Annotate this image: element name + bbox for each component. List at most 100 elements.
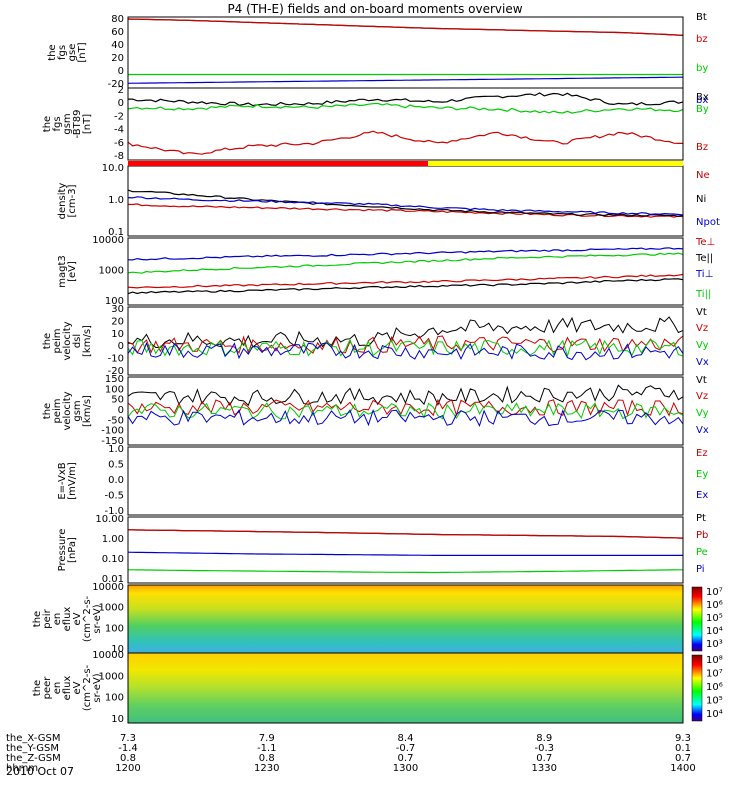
- mode-bar-red: [128, 161, 428, 166]
- x-row-value: 1200: [115, 763, 140, 774]
- y-tick-label: 100: [105, 623, 124, 634]
- y-tick-label: -20: [108, 79, 124, 90]
- y-axis-label-line: eflux: [62, 676, 73, 701]
- legend-label: Vt: [696, 375, 707, 386]
- y-axis-label-line: density: [57, 183, 68, 220]
- y-tick-label: 10000: [92, 650, 124, 661]
- y-tick-label: 20: [111, 316, 124, 327]
- y-axis-label-line: E=-VxB: [57, 462, 68, 499]
- series-line-bx: [127, 76, 683, 84]
- legend-label: Ti||: [695, 289, 711, 300]
- colorbar-tick-label: 10⁷: [706, 669, 723, 680]
- y-tick-label: 0.0: [108, 475, 124, 486]
- y-tick-label: 1000: [99, 266, 124, 277]
- y-tick-label: 10.0: [102, 163, 124, 174]
- panel-frame: [127, 446, 684, 516]
- y-axis-label-line: the: [42, 333, 53, 349]
- y-axis-label-line: fgs: [52, 116, 63, 131]
- y-axis-label-line: [km/s]: [82, 395, 93, 427]
- series-line-Vt: [127, 316, 684, 348]
- series-line-Pb: [128, 529, 684, 539]
- legend-label: Vx: [696, 425, 709, 436]
- colorbar-tick-label: 10⁴: [706, 626, 723, 637]
- y-axis-label: thefgsgsm-BT89[nT]: [42, 110, 93, 139]
- series-line-Te⊥: [127, 273, 684, 289]
- y-axis-label: density[cm-3]: [57, 183, 78, 220]
- y-tick-label: 0: [118, 405, 124, 416]
- panel-frame: [127, 306, 684, 376]
- y-tick-label: 20: [111, 53, 124, 64]
- colorbar-tick-label: 10⁷: [706, 587, 723, 598]
- legend-label: Ne: [696, 170, 710, 181]
- y-axis-label-line: en: [52, 682, 63, 695]
- legend-label: by: [696, 63, 708, 74]
- y-axis-label-line: gsm: [62, 113, 73, 134]
- series-line-Pe: [128, 569, 683, 574]
- series-line-Ne: [127, 203, 684, 218]
- y-tick-label: 1000: [99, 603, 124, 614]
- series-line-Bz: [127, 130, 683, 155]
- y-axis-label-line: eV: [72, 612, 83, 625]
- panel-frame: [127, 237, 684, 306]
- y-tick-label: 100: [105, 384, 124, 395]
- y-axis-label: magt3[eV]: [57, 255, 78, 288]
- y-axis-label-line: eflux: [62, 607, 73, 632]
- y-tick-label: 30: [111, 304, 124, 315]
- panel-frame: [127, 376, 684, 446]
- y-tick-label: -6: [114, 138, 124, 149]
- y-tick-label: -100: [101, 426, 124, 437]
- legend-label: Vy: [696, 340, 709, 351]
- legend-label: Ti⊥: [695, 269, 713, 280]
- x-row-value: 1330: [532, 763, 557, 774]
- y-axis-label: thepeerenefluxeV(cm^2-s-sr-eV): [32, 664, 103, 711]
- y-axis-label-line: the: [32, 680, 43, 696]
- series-line-Vx: [127, 341, 684, 361]
- x-row-value: -0.3: [534, 743, 554, 754]
- panel-frame: [127, 87, 684, 161]
- panel-frame: [127, 516, 684, 584]
- y-tick-label: 1000: [99, 671, 124, 682]
- y-axis-label-line: sr-eV): [92, 604, 103, 633]
- colorbar-tick-label: 10⁶: [706, 600, 723, 611]
- colorbar-tick-label: 10⁸: [706, 655, 723, 666]
- panel-10: 10⁸ 10⁷ 10⁶ 10⁵ 10⁴ 10000 1000 100 10 thepeerenef…: [32, 650, 723, 725]
- x-row-value: 7.9: [259, 733, 275, 744]
- colorbar-tick-label: 10⁵: [706, 613, 723, 624]
- x-row-label: the_Y-GSM: [6, 743, 59, 754]
- legend-label: Ex: [696, 490, 708, 501]
- y-axis-label-line: gse: [67, 44, 78, 62]
- legend-label: Pi: [696, 564, 705, 575]
- legend-label: Ni: [696, 194, 706, 205]
- legend-label: Te||: [695, 253, 713, 264]
- legend-label: Bx: [696, 92, 709, 103]
- x-row-label: the_Z-GSM: [6, 753, 61, 764]
- y-tick-label: -20: [108, 366, 124, 377]
- x-row-value: 0.7: [536, 753, 552, 764]
- y-tick-label: -2: [114, 111, 124, 122]
- series-line-Pi: [127, 551, 683, 557]
- panels: Btbzbybx806040200-20thefgsgse[nT]BxByBz2…: [32, 12, 723, 725]
- legend-label: Te⊥: [695, 237, 715, 248]
- y-axis-label-line: peim: [52, 398, 63, 423]
- legend-label: Pt: [696, 513, 706, 524]
- panel-frame: [127, 652, 684, 724]
- y-axis-label-line: [mV/m]: [67, 462, 78, 500]
- legend-label: Npot: [696, 217, 720, 228]
- y-tick-label: 2: [118, 85, 124, 96]
- mode-bar-yellow: [428, 161, 683, 166]
- colorbar-tick-label: 10⁵: [706, 696, 723, 707]
- legend-label: Vz: [696, 323, 708, 334]
- y-tick-label: -50: [108, 415, 124, 426]
- legend-label: Ez: [696, 448, 708, 459]
- x-axis-table: the_X-GSM 7.3 7.9 8.4 8.9 9.3 the_Y-GSM -1.4 -1.…: [6, 733, 696, 774]
- y-tick-label: 10000: [92, 235, 124, 246]
- y-axis-label-line: [nT]: [82, 114, 93, 134]
- y-axis-label: thepeimvelocitydsl[km/s]: [42, 321, 93, 360]
- y-tick-label: -8: [114, 151, 124, 162]
- panel-3: Ne Ni Npot 10.0 1.0 0.1 density[cm-3]: [57, 163, 720, 238]
- y-tick-label: 150: [105, 374, 124, 385]
- legend-label: Bt: [696, 12, 707, 23]
